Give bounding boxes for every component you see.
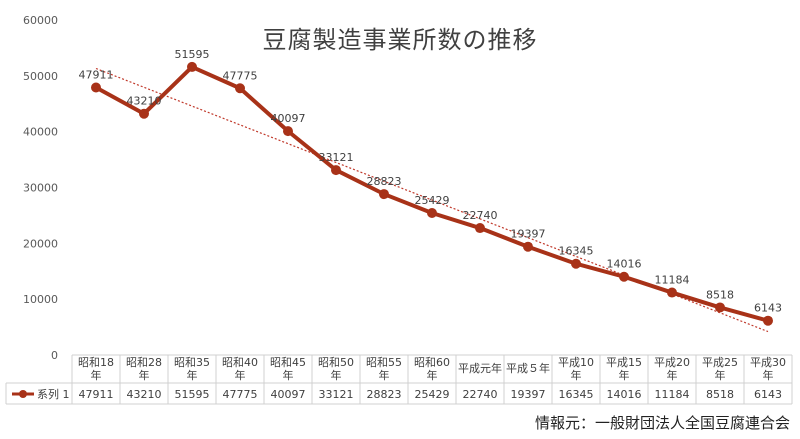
- category-label: 平成15: [606, 356, 642, 369]
- table-value: 28823: [367, 388, 402, 401]
- data-label: 47775: [223, 69, 258, 82]
- category-label: 年: [235, 368, 246, 382]
- y-tick-label: 20000: [23, 237, 58, 250]
- data-label: 40097: [271, 112, 306, 125]
- y-tick-label: 10000: [23, 293, 58, 306]
- category-label: 年: [283, 368, 294, 382]
- data-point: [331, 165, 341, 176]
- category-label: 昭和50: [318, 356, 354, 369]
- category-label: 年: [763, 368, 774, 382]
- data-point: [91, 82, 101, 93]
- data-label: 19397: [511, 228, 546, 241]
- data-point: [619, 271, 629, 282]
- category-label: 昭和40: [222, 356, 258, 369]
- data-label: 16345: [559, 245, 594, 258]
- data-point: [427, 208, 437, 219]
- data-point: [571, 258, 581, 269]
- data-label: 25429: [415, 194, 450, 207]
- data-point: [139, 108, 149, 119]
- table-value: 51595: [175, 388, 210, 401]
- category-label: 昭和60: [414, 356, 450, 369]
- category-label: 年: [619, 368, 630, 382]
- table-value: 16345: [559, 388, 594, 401]
- data-label: 8518: [706, 288, 734, 301]
- y-tick-label: 50000: [23, 70, 58, 83]
- category-label: 昭和45: [270, 356, 306, 369]
- y-tick-label: 30000: [23, 182, 58, 195]
- category-label: 年: [667, 368, 678, 382]
- data-point: [667, 287, 677, 298]
- category-label: 年: [379, 368, 390, 382]
- data-label: 14016: [607, 258, 642, 271]
- category-label: 平成20: [654, 356, 690, 369]
- data-point: [715, 302, 725, 313]
- y-tick-label: 40000: [23, 126, 58, 139]
- table-value: 25429: [415, 388, 450, 401]
- legend-marker: [19, 390, 27, 398]
- data-point: [235, 83, 245, 94]
- category-label: 年: [715, 368, 726, 382]
- data-label: 6143: [754, 302, 782, 315]
- table-value: 43210: [127, 388, 162, 401]
- data-label: 47911: [79, 68, 114, 81]
- category-label: 平成30: [750, 356, 786, 369]
- chart-title: 豆腐製造事業所数の推移: [262, 26, 538, 54]
- category-label: 平成25: [702, 356, 738, 369]
- data-label: 43210: [127, 95, 162, 108]
- y-tick-label: 60000: [23, 14, 58, 27]
- table-value: 8518: [706, 388, 734, 401]
- data-label: 33121: [319, 151, 354, 164]
- category-label: 昭和18: [78, 356, 114, 369]
- category-label: 年: [571, 368, 582, 382]
- category-label: 昭和55: [366, 356, 402, 369]
- table-value: 33121: [319, 388, 354, 401]
- data-label: 22740: [463, 209, 498, 222]
- table-value: 11184: [655, 388, 690, 401]
- data-label: 51595: [175, 48, 210, 61]
- legend-label: 系列 1: [37, 387, 70, 401]
- category-label: 平成元年: [458, 361, 502, 375]
- category-label: 平成５年: [506, 361, 550, 375]
- category-label: 昭和35: [174, 356, 210, 369]
- category-label: 年: [91, 368, 102, 382]
- y-tick-label: 0: [51, 349, 58, 362]
- table-value: 47775: [223, 388, 258, 401]
- table-value: 47911: [79, 388, 114, 401]
- table-value: 22740: [463, 388, 498, 401]
- data-point: [523, 241, 533, 252]
- data-point: [379, 189, 389, 200]
- category-label: 年: [187, 368, 198, 382]
- category-label: 昭和28: [126, 356, 162, 369]
- category-label: 年: [331, 368, 342, 382]
- table-value: 14016: [607, 388, 642, 401]
- data-point: [283, 126, 293, 137]
- category-label: 年: [139, 368, 150, 382]
- table-value: 6143: [754, 388, 782, 401]
- category-label: 平成10: [558, 356, 594, 369]
- data-point: [187, 61, 197, 72]
- table-value: 40097: [271, 388, 306, 401]
- data-label: 11184: [655, 274, 690, 287]
- source-note: 情報元：一般財団法人全国豆腐連合会: [534, 414, 790, 432]
- data-label: 28823: [367, 175, 402, 188]
- data-point: [763, 315, 773, 326]
- category-label: 年: [427, 368, 438, 382]
- table-value: 19397: [511, 388, 546, 401]
- data-point: [475, 223, 485, 234]
